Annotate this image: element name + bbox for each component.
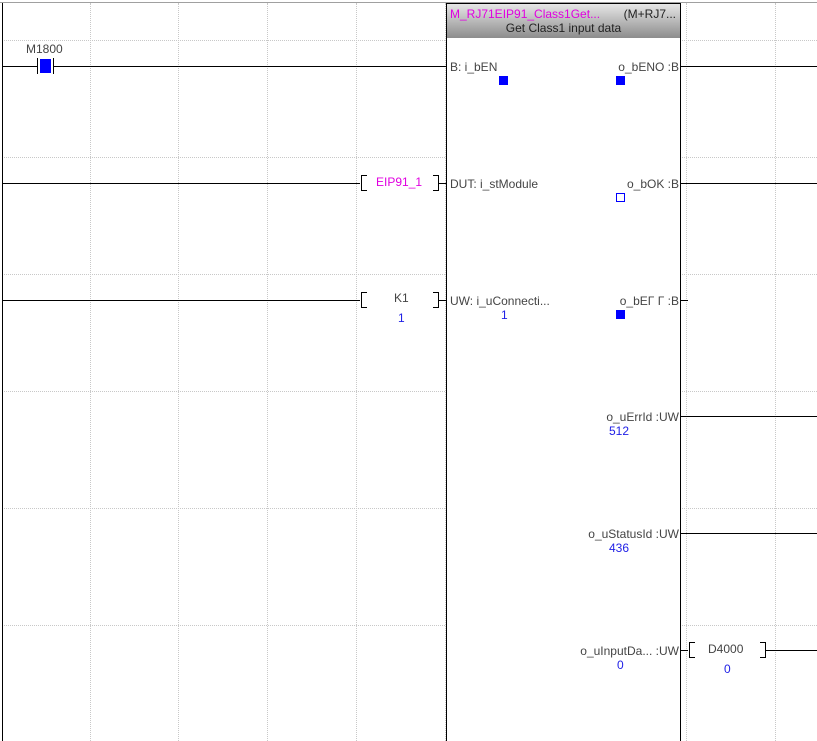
o-berr-state bbox=[616, 310, 625, 319]
connection-operand-value: 1 bbox=[398, 311, 405, 325]
i-uconnection-value: 1 bbox=[501, 308, 508, 322]
input-data-operand-value: 0 bbox=[724, 662, 731, 676]
left-power-rail bbox=[2, 3, 3, 741]
fb-name: M_RJ71EIP91_Class1Get... bbox=[450, 7, 601, 21]
contact-m1800[interactable] bbox=[37, 58, 54, 74]
contact-device: M1800 bbox=[26, 42, 63, 56]
output-o-uinputdata: o_uInputDa... :UW bbox=[580, 644, 679, 658]
o-beno-state bbox=[616, 76, 625, 85]
module-operand[interactable]: EIP91_1 bbox=[376, 175, 423, 189]
output-o-uerrid: o_uErrId :UW bbox=[606, 410, 679, 424]
o-bok-state bbox=[616, 193, 625, 202]
rung-wire bbox=[2, 66, 446, 67]
input-data-operand[interactable]: D4000 bbox=[708, 642, 744, 656]
output-o-bok: o_bOK :B bbox=[626, 177, 679, 191]
input-i-ben: B: i_bEN bbox=[450, 60, 498, 74]
fb-library: (M+RJ7... bbox=[623, 7, 676, 21]
connection-operand[interactable]: K1 bbox=[394, 291, 409, 305]
output-o-beno: o_bENO :B bbox=[618, 60, 679, 74]
i-ben-state bbox=[499, 76, 508, 85]
output-o-berr: o_bEΓ Γ :B bbox=[619, 294, 679, 308]
input-i-uconnection: UW: i_uConnecti... bbox=[450, 294, 550, 308]
function-block-class1get[interactable]: M_RJ71EIP91_Class1Get... (M+RJ7... Get Cl… bbox=[446, 3, 681, 741]
top-border bbox=[0, 2, 817, 3]
fb-comment: Get Class1 input data bbox=[505, 21, 622, 35]
o-uinputdata-value: 0 bbox=[617, 658, 624, 672]
o-uerrid-value: 512 bbox=[609, 424, 630, 438]
o-ustatusid-value: 436 bbox=[609, 541, 630, 555]
output-o-ustatusid: o_uStatusId :UW bbox=[588, 527, 679, 541]
function-block-header: M_RJ71EIP91_Class1Get... (M+RJ7... Get Cl… bbox=[447, 4, 680, 38]
input-i-stmodule: DUT: i_stModule bbox=[450, 177, 539, 191]
